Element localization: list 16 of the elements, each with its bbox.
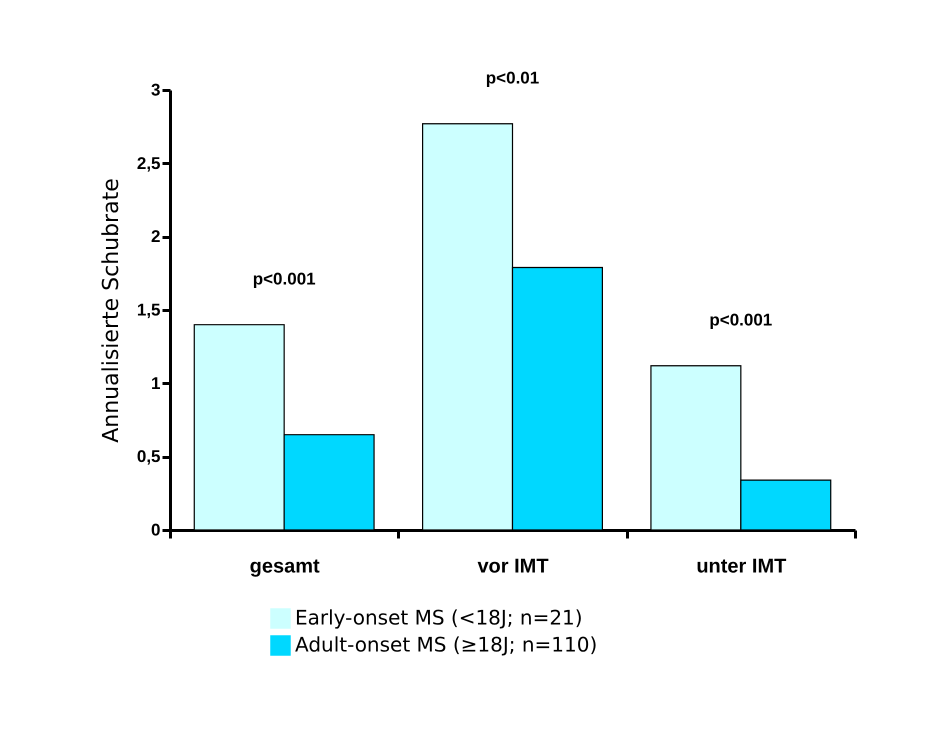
y-tick-label: 1,5 (136, 300, 160, 320)
annotation: p<0.001 (709, 310, 772, 330)
y-tick-label: 0 (151, 520, 160, 540)
y-axis-title: Annualisierte Schubrate (98, 178, 124, 443)
x-tick-label: vor IMT (477, 556, 549, 578)
y-tick-label: 2 (151, 227, 160, 246)
legend-label: Adult-onset MS (≥18J; n=110) (295, 632, 598, 656)
y-tick-label: 2,5 (136, 154, 160, 173)
y-tick-label: 0,5 (136, 447, 160, 466)
x-tick-label: gesamt (250, 556, 320, 578)
y-tick-label: 1 (151, 374, 160, 393)
annotation: p<0.001 (252, 270, 316, 289)
legend-label: Early-onset MS (<18J; n=21) (295, 606, 583, 630)
x-tick-label: unter IMT (696, 556, 786, 578)
text: p<0.01 (486, 68, 540, 88)
y-tick-label: 3 (151, 80, 160, 100)
